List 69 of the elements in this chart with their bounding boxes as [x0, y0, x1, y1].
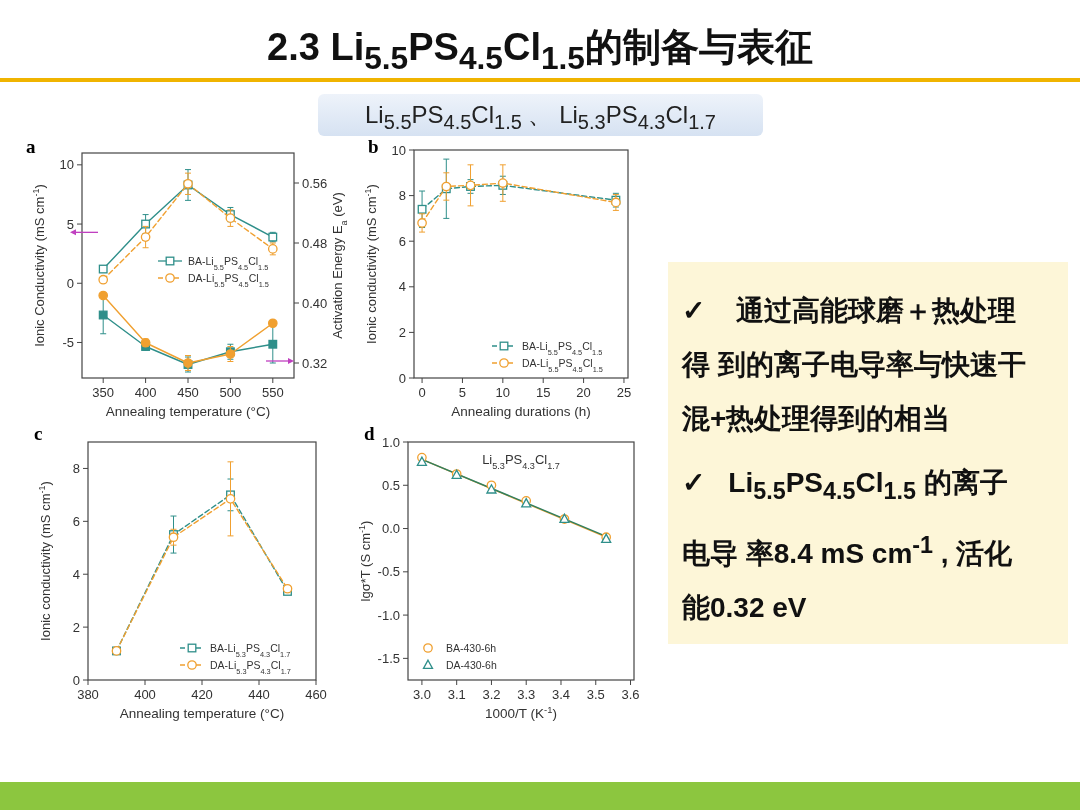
x-tick-label: 3.4: [551, 687, 571, 702]
y-tick-label: -1.0: [377, 607, 400, 623]
legend-label: DA-Li$_{5.5}$PS$_{4.5}$Cl$_{1.5}$: [188, 272, 269, 289]
legend-label: BA-Li$_{5.3}$PS$_{4.3}$Cl$_{1.7}$: [210, 642, 291, 659]
text: ✓ Li$_{5.5}$PS$_{4.5}$Cl$_{1.5}$ 的离子电导 率8.4 mS cm$^{-1}$ , 活化能0.32 eV: [682, 467, 1013, 623]
x-tick-label: 440: [248, 687, 270, 702]
x-axis-title: 1000/T (K$^{-1}$): [485, 703, 557, 721]
y-tick-label: 2: [72, 619, 80, 635]
y2-tick-label: 0.56: [302, 175, 328, 191]
annotation: Li$_{5.3}$PS$_{4.3}$Cl$_{1.7}$: [482, 452, 560, 471]
y-tick-label: 1.0: [381, 434, 400, 450]
y-tick-label: 6: [398, 233, 406, 249]
y-tick-label: -5: [62, 334, 74, 350]
x-axis-title: Annealing durations (h): [451, 404, 591, 419]
chart-title: c: [34, 423, 43, 444]
y-tick-label: 0: [398, 370, 406, 386]
y-tick-label: 2: [398, 324, 406, 340]
chart-title: d: [364, 423, 375, 444]
legend-label: BA-Li$_{5.5}$PS$_{4.5}$Cl$_{1.5}$: [522, 340, 603, 357]
x-tick-label: 3.0: [412, 687, 431, 702]
y-tick-label: 0.5: [381, 477, 400, 493]
x-tick-label: 400: [134, 385, 157, 400]
x-tick-label: 460: [305, 687, 327, 702]
y2-tick-label: 0.32: [302, 355, 328, 371]
x-axis-title: Annealing temperature (°C): [119, 706, 285, 721]
text: ✓ 通过高能球磨＋热处理得 到的离子电导率与快速干混+热处理得到的相当: [682, 294, 1027, 436]
x-tick-label: 3.2: [482, 687, 501, 702]
x-tick-label: 3.6: [621, 687, 640, 702]
x-tick-label: 500: [219, 385, 242, 400]
chart-title: a: [26, 136, 36, 157]
y-tick-label: 0.0: [381, 521, 400, 537]
y-tick-label: 10: [391, 142, 406, 158]
x-tick-label: 3.3: [517, 687, 536, 702]
x-tick-label: 3.1: [447, 687, 466, 702]
x-tick-label: 0: [418, 385, 426, 400]
y2-tick-label: 0.40: [302, 295, 328, 311]
legend-label: DA-Li$_{5.5}$PS$_{4.5}$Cl$_{1.5}$: [522, 357, 603, 374]
x-tick-label: 3.5: [586, 687, 605, 702]
x-tick-label: 5: [458, 385, 467, 400]
x-tick-label: 420: [191, 687, 213, 702]
x-tick-label: 550: [261, 385, 284, 400]
y-tick-label: 8: [72, 460, 80, 476]
y-tick-label: 5: [66, 216, 74, 232]
text: Li$_{5.5}$PS$_{4.5}$Cl$_{1.5}$ 、 Li$_{5.3}$PS$_{4.3}$Cl$_{1.7}$: [365, 101, 716, 133]
y2-tick-label: 0.48: [302, 235, 328, 251]
y-tick-label: 0: [72, 672, 80, 688]
y-tick-label: 6: [72, 513, 80, 529]
legend-label: DA-Li$_{5.3}$PS$_{4.3}$Cl$_{1.7}$: [210, 659, 291, 676]
x-tick-label: 350: [92, 385, 115, 400]
x-tick-label: 15: [535, 385, 551, 400]
x-axis-title: Annealing temperature (°C): [105, 404, 271, 419]
y-tick-label: -0.5: [377, 564, 400, 580]
y-tick-label: 4: [398, 279, 406, 295]
legend-label: BA-Li$_{5.5}$PS$_{4.5}$Cl$_{1.5}$: [188, 255, 269, 272]
chart-title: b: [368, 136, 379, 157]
text: 2.3 Li$_{5.5}$PS$_{4.5}$Cl$_{1.5}$的制备与表征: [266, 25, 814, 77]
y-tick-label: 0: [66, 275, 74, 291]
x-tick-label: 380: [77, 687, 99, 702]
y-tick-label: 8: [398, 188, 406, 204]
y-tick-label: 4: [72, 566, 80, 582]
y-tick-label: -1.5: [377, 650, 400, 666]
y-tick-label: 10: [59, 157, 74, 173]
x-tick-label: 10: [495, 385, 511, 400]
x-tick-label: 25: [616, 385, 632, 400]
x-tick-label: 400: [134, 687, 156, 702]
legend-label: DA-430-6h: [446, 659, 497, 671]
legend-label: BA-430-6h: [446, 642, 497, 654]
x-tick-label: 450: [177, 385, 199, 400]
x-tick-label: 20: [576, 385, 591, 400]
